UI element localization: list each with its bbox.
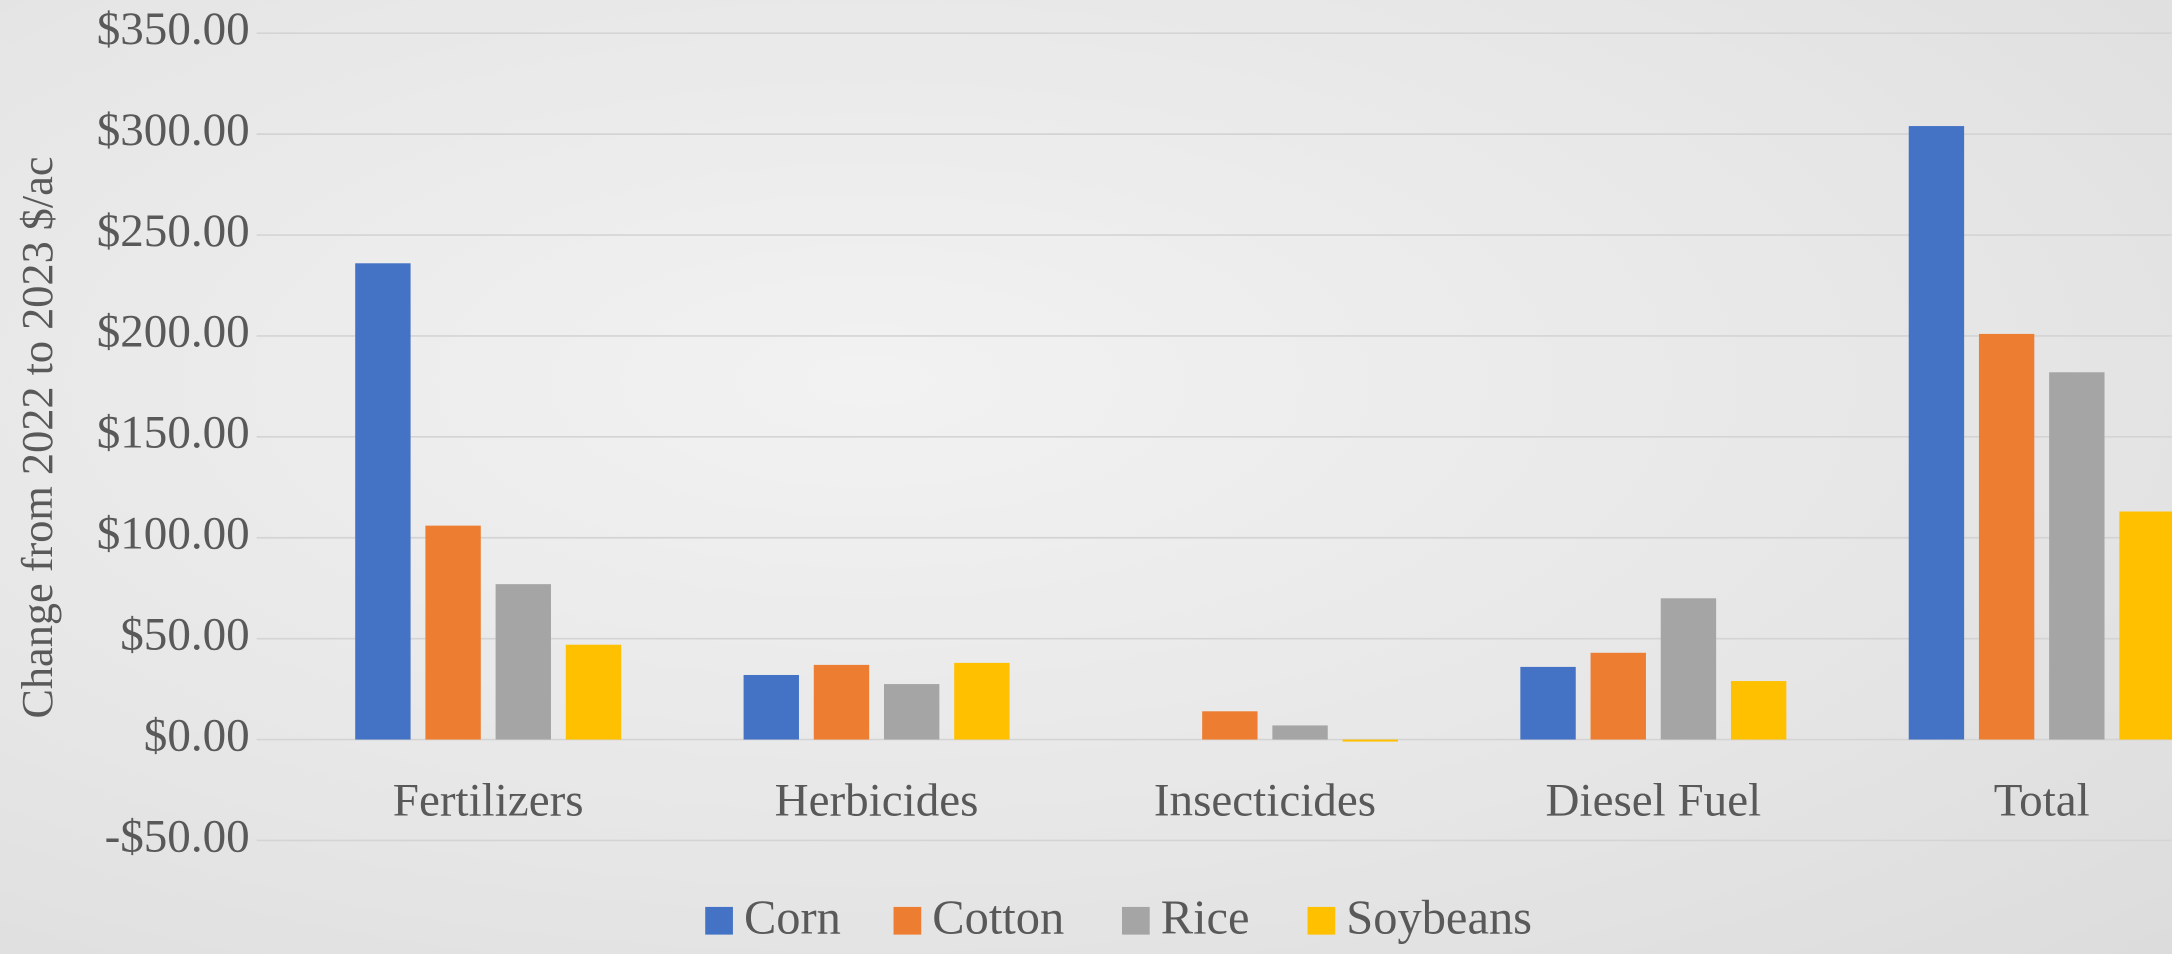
bar — [743, 674, 799, 740]
bar — [2049, 372, 2105, 740]
y-tick-label: $250.00 — [97, 205, 250, 257]
y-tick-label: $350.00 — [97, 3, 250, 55]
legend-swatch — [1307, 906, 1336, 935]
y-tick-label: $300.00 — [97, 104, 250, 156]
bar — [1272, 725, 1328, 740]
legend-label: Corn — [744, 891, 841, 944]
bar — [565, 644, 622, 740]
x-tick-label: Diesel Fuel — [1546, 774, 1762, 826]
bar — [954, 662, 1010, 740]
x-tick-label: Insecticides — [1154, 774, 1376, 826]
y-tick-label: $100.00 — [97, 508, 250, 560]
legend-swatch — [1122, 906, 1150, 935]
bar — [1342, 739, 1398, 742]
legend-swatch — [893, 906, 922, 935]
y-tick-label: $200.00 — [97, 306, 250, 358]
bar — [1978, 333, 2035, 740]
x-tick-label: Herbicides — [775, 774, 979, 826]
bar — [1590, 652, 1646, 740]
bar — [495, 584, 551, 740]
bar — [1202, 711, 1258, 740]
y-tick-label: -$50.00 — [105, 810, 250, 862]
bar — [1660, 598, 1717, 740]
legend-label: Soybeans — [1346, 891, 1532, 944]
bar — [1730, 681, 1787, 740]
legend-label: Cotton — [932, 891, 1064, 944]
bar — [1908, 126, 1965, 740]
x-tick-label: Fertilizers — [393, 774, 584, 826]
bar — [425, 525, 481, 740]
bar — [883, 684, 940, 740]
bar — [813, 664, 870, 740]
y-tick-label: $50.00 — [120, 608, 249, 660]
bar — [2119, 511, 2172, 740]
y-axis-title: Change from 2022 to 2023 $/ac — [13, 156, 62, 718]
legend-label: Rice — [1161, 891, 1250, 944]
x-tick-label: Total — [1994, 774, 2090, 826]
y-tick-label: $150.00 — [97, 407, 250, 459]
y-tick-label: $0.00 — [144, 709, 250, 761]
legend-swatch — [705, 906, 733, 935]
bar — [1520, 666, 1576, 740]
bar — [355, 263, 411, 740]
